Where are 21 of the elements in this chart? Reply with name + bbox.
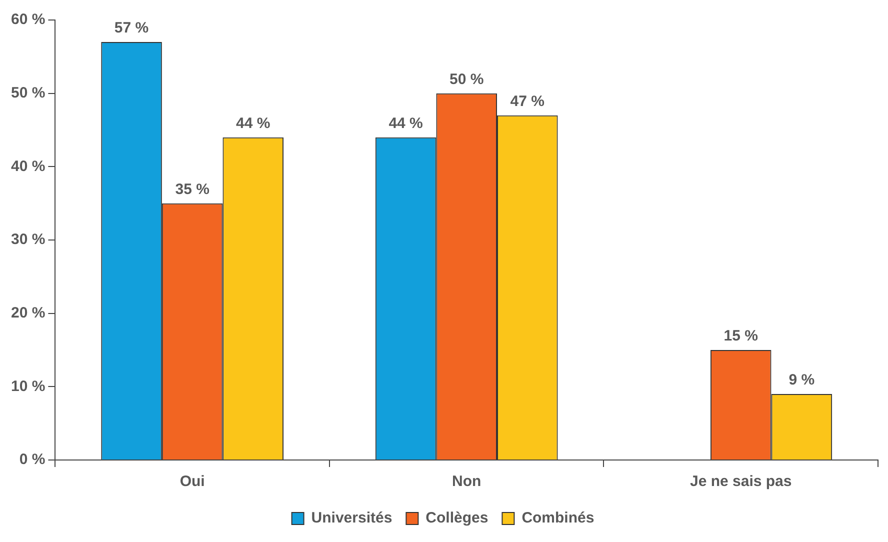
y-tick-label: 50 % bbox=[10, 84, 46, 102]
y-tick-label: 20 % bbox=[10, 304, 46, 322]
data-label: 9 % bbox=[788, 372, 815, 389]
legend-label: Collèges bbox=[426, 510, 488, 527]
y-tick-label: 0 % bbox=[19, 451, 46, 468]
data-label: 50 % bbox=[449, 70, 484, 88]
y-tick-label: 30 % bbox=[10, 231, 46, 248]
y-tick-label: 60 % bbox=[10, 11, 46, 28]
data-label: 44 % bbox=[388, 114, 423, 132]
y-tick-label: 10 % bbox=[10, 378, 46, 395]
legend-label: Universités bbox=[311, 510, 392, 527]
data-label: 35 % bbox=[175, 180, 210, 198]
x-tick-label: Non bbox=[452, 473, 482, 490]
x-tick-label: Je ne sais pas bbox=[690, 473, 792, 490]
data-label: 44 % bbox=[236, 114, 270, 132]
legend-label: Combinés bbox=[522, 510, 594, 527]
x-tick-label: Oui bbox=[180, 473, 205, 490]
data-label: 15 % bbox=[724, 328, 758, 345]
data-label: 47 % bbox=[510, 92, 544, 110]
data-label: 57 % bbox=[114, 20, 149, 37]
y-tick-label: 40 % bbox=[10, 158, 46, 175]
